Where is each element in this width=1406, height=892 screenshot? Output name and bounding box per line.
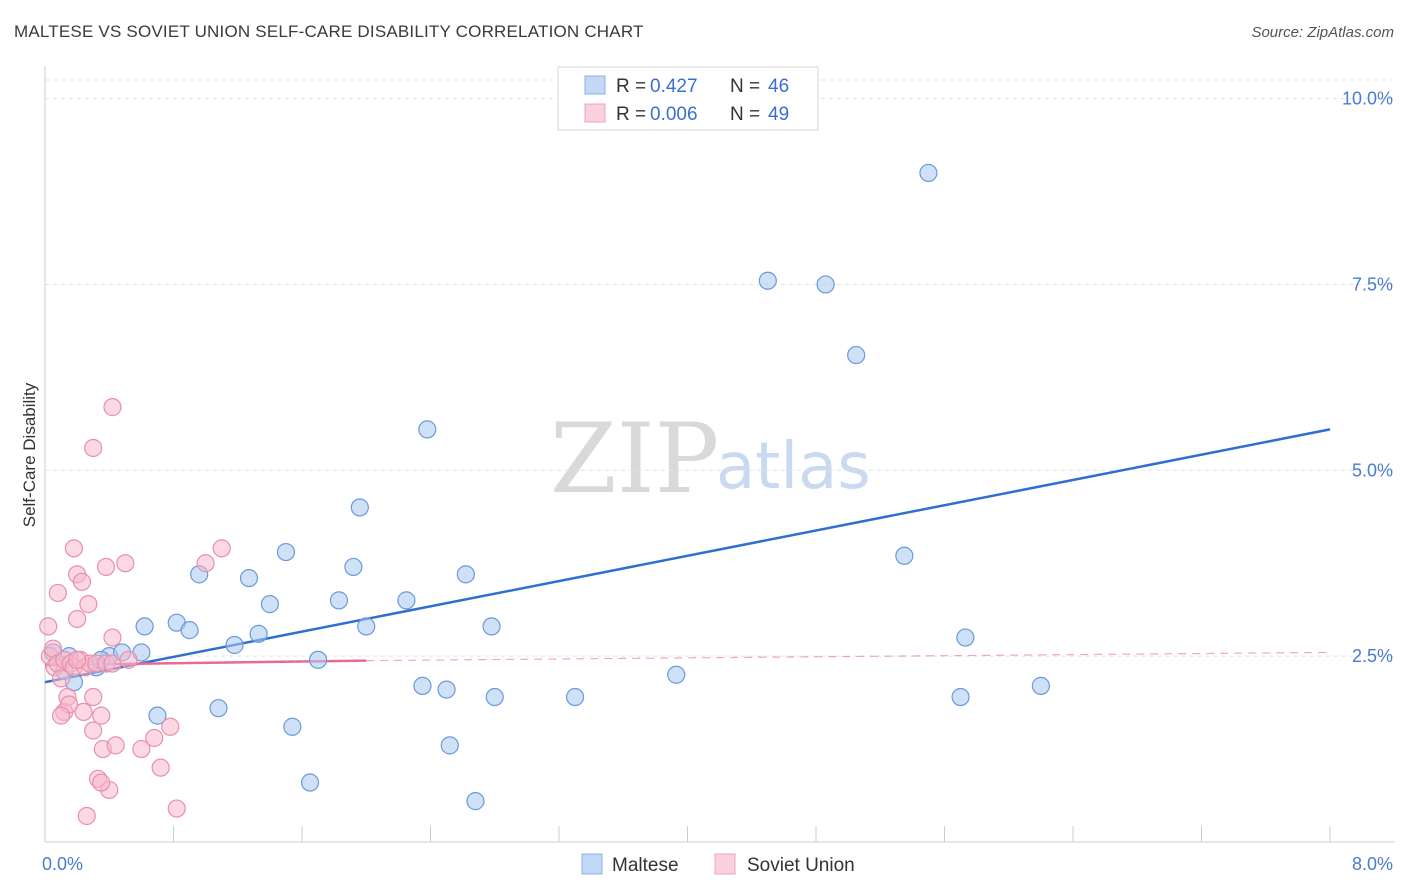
point-soviet-union [196, 554, 215, 573]
point-maltese [951, 687, 970, 707]
point-maltese [758, 271, 777, 290]
point-maltese [847, 345, 866, 365]
point-soviet-union [145, 728, 164, 748]
point-soviet-union [103, 654, 122, 673]
point-soviet-union [212, 539, 231, 558]
point-soviet-union [48, 583, 67, 603]
trend-extension-soviet-union [366, 651, 1331, 662]
point-maltese [418, 420, 437, 439]
point-maltese [276, 542, 296, 562]
point-maltese [239, 568, 259, 588]
legend-r-value-2: 0.006 [650, 104, 698, 125]
legend-swatch-maltese [584, 75, 606, 95]
point-maltese [482, 617, 501, 636]
point-soviet-union [68, 650, 87, 669]
point-soviet-union [77, 806, 96, 826]
point-soviet-union [92, 706, 111, 725]
point-soviet-union [103, 628, 122, 647]
point-soviet-union [161, 717, 180, 736]
point-maltese [135, 617, 154, 636]
x-tick-label: 8.0% [1352, 854, 1393, 874]
point-maltese [209, 699, 228, 718]
legend-n-label-2: N = [730, 104, 760, 125]
y-tick-label: 2.5% [1352, 646, 1393, 666]
legend-r-label-1: R = [616, 76, 646, 97]
watermark-zip: ZIP [550, 403, 719, 515]
point-maltese [350, 498, 369, 517]
point-maltese [466, 792, 485, 811]
bottom-legend-swatch-maltese [581, 853, 603, 875]
point-soviet-union [68, 609, 87, 629]
bottom-legend-maltese: Maltese [612, 855, 679, 876]
point-soviet-union [119, 650, 138, 669]
point-maltese [300, 773, 320, 792]
point-maltese [456, 565, 475, 584]
tick-labels: 2.5% 5.0% 7.5% 10.0% 0.0% 8.0% [42, 89, 1393, 874]
bottom-legend: Maltese Soviet Union [581, 853, 855, 876]
point-maltese [225, 635, 244, 655]
bottom-legend-swatch-soviet-union [714, 853, 736, 875]
axes [44, 66, 1395, 843]
point-maltese [180, 621, 199, 640]
point-soviet-union [39, 617, 58, 636]
point-maltese [329, 591, 349, 610]
scatter-points [39, 163, 1050, 826]
point-soviet-union [167, 799, 186, 818]
bottom-legend-soviet-union: Soviet Union [747, 855, 855, 876]
source-label: Source: ZipAtlas.com [1251, 24, 1394, 41]
legend-n-label-1: N = [730, 76, 760, 97]
point-soviet-union [51, 706, 71, 725]
watermark-atlas: atlas [716, 430, 871, 504]
point-maltese [148, 706, 167, 725]
point-soviet-union [84, 438, 103, 458]
point-maltese [667, 665, 686, 684]
legend-swatch-soviet-union [584, 103, 606, 123]
point-maltese [260, 595, 279, 614]
point-maltese [895, 546, 914, 565]
point-soviet-union [116, 554, 135, 573]
legend-n-value-1: 46 [768, 76, 789, 97]
point-soviet-union [84, 721, 103, 740]
point-soviet-union [151, 758, 170, 777]
point-maltese [956, 628, 975, 647]
point-maltese [344, 557, 363, 577]
point-soviet-union [103, 398, 122, 417]
point-maltese [249, 624, 268, 643]
point-soviet-union [51, 669, 71, 688]
point-soviet-union [74, 702, 93, 722]
point-maltese [1031, 676, 1050, 695]
point-maltese [565, 687, 585, 707]
point-soviet-union [64, 539, 84, 558]
chart-title: MALTESE VS SOVIET UNION SELF-CARE DISABI… [14, 22, 644, 41]
point-maltese [413, 676, 432, 695]
legend-r-value-1: 0.427 [650, 76, 698, 97]
point-soviet-union [92, 773, 111, 792]
legend-r-label-2: R = [616, 104, 646, 125]
point-soviet-union [72, 572, 92, 591]
x-tick-label: 0.0% [42, 854, 83, 874]
y-tick-label: 10.0% [1342, 89, 1393, 109]
point-maltese [919, 163, 938, 183]
point-maltese [485, 687, 504, 707]
point-maltese [397, 591, 416, 610]
legend-n-value-2: 49 [768, 104, 789, 125]
point-maltese [357, 617, 376, 636]
point-maltese [308, 650, 328, 669]
legend: R = 0.427 N = 46 R = 0.006 N = 49 [557, 66, 819, 131]
y-tick-label: 5.0% [1352, 460, 1393, 480]
point-maltese [283, 717, 302, 736]
point-soviet-union [84, 687, 103, 707]
point-soviet-union [132, 739, 151, 759]
point-soviet-union [96, 557, 116, 577]
point-soviet-union [79, 595, 98, 614]
point-maltese [440, 736, 459, 755]
y-tick-label: 7.5% [1352, 274, 1393, 294]
point-soviet-union [106, 736, 125, 755]
y-axis-label: Self-Care Disability [20, 382, 39, 527]
point-maltese [816, 275, 835, 294]
point-maltese [437, 680, 456, 699]
